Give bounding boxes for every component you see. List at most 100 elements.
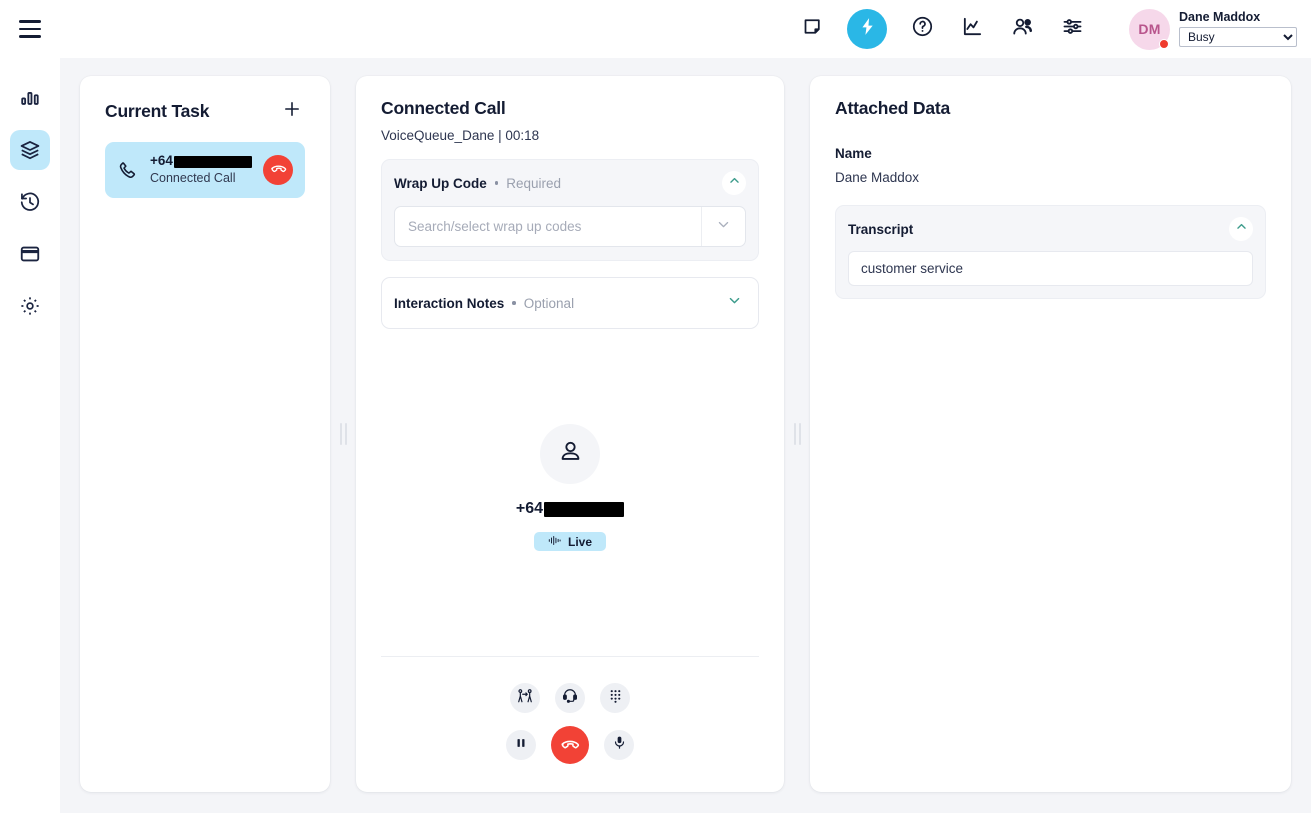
- call-controls-row-bottom: [506, 726, 634, 764]
- status-select[interactable]: BusyAvailableAwayOffline: [1179, 27, 1297, 48]
- wrap-up-code-section: Wrap Up Code Required: [381, 159, 759, 261]
- keypad-button[interactable]: [600, 683, 630, 713]
- separator-dot: [494, 181, 499, 185]
- add-task-button[interactable]: [279, 98, 305, 124]
- interaction-notes-header[interactable]: Interaction Notes Optional: [394, 291, 746, 315]
- lightning-bolt-icon: [857, 16, 878, 42]
- hamburger-menu-icon: [19, 20, 41, 38]
- microphone-icon: [612, 735, 627, 755]
- window-icon: [19, 243, 41, 265]
- contacts-button[interactable]: [1007, 14, 1037, 44]
- callee-phone-prefix: +64: [515, 500, 544, 517]
- end-call-button-large[interactable]: [551, 726, 589, 764]
- transfer-to-queue-button[interactable]: [555, 683, 585, 713]
- wrap-up-code-requirement: Required: [506, 175, 562, 191]
- live-label: Live: [567, 534, 592, 549]
- chevron-up-icon: [1235, 220, 1248, 238]
- people-icon: [1011, 15, 1034, 43]
- chevron-down-icon: [716, 217, 731, 237]
- attached-data-title: Attached Data: [835, 98, 951, 118]
- wrap-up-code-input[interactable]: [395, 207, 701, 246]
- hamburger-menu-button[interactable]: [0, 0, 60, 58]
- consult-transfer-button[interactable]: [510, 683, 540, 713]
- call-controls: [381, 683, 759, 770]
- interaction-notes-section[interactable]: Interaction Notes Optional: [381, 277, 759, 329]
- sidebar-item-history[interactable]: [10, 182, 50, 222]
- task-phone-number: +64: [150, 153, 252, 170]
- hold-button[interactable]: [506, 730, 536, 760]
- interaction-notes-expand-button[interactable]: [722, 291, 746, 315]
- waveform-icon: [548, 535, 561, 549]
- chevron-up-icon: [728, 174, 741, 192]
- clock-rewind-icon: [19, 191, 41, 213]
- top-bar: DM Dane Maddox BusyAvailableAwayOffline: [60, 0, 1311, 58]
- status-badge: Live: [533, 532, 606, 551]
- panel-resize-handle-right[interactable]: [784, 76, 810, 792]
- phone-hangup-icon: [560, 733, 580, 758]
- quick-actions-button[interactable]: [847, 9, 887, 49]
- phone-icon: [118, 160, 139, 181]
- callee-phone-number: +64: [515, 500, 625, 518]
- separator-dot: [512, 301, 516, 305]
- wrap-up-collapse-button[interactable]: [722, 171, 746, 195]
- task-subtitle: Connected Call: [150, 171, 236, 186]
- left-rail: [0, 0, 60, 813]
- sticky-note-icon: [802, 16, 823, 42]
- sidebar-item-workspace[interactable]: [10, 234, 50, 274]
- end-call-button[interactable]: [263, 155, 293, 185]
- sidebar-item-analytics[interactable]: [10, 78, 50, 118]
- layers-stack-icon: [19, 139, 41, 161]
- call-stage: +64 Live: [381, 329, 759, 656]
- divider: [381, 656, 759, 657]
- interaction-notes-label: Interaction Notes: [394, 295, 505, 311]
- wrap-up-code-label: Wrap Up Code: [394, 175, 487, 191]
- sliders-icon: [1061, 15, 1084, 43]
- pause-icon: [514, 736, 528, 755]
- top-bar-icons: DM Dane Maddox BusyAvailableAwayOffline: [797, 8, 1297, 50]
- call-panel-title: Connected Call: [381, 98, 506, 118]
- sidebar-item-settings[interactable]: [10, 286, 50, 326]
- attached-data-name-value: Dane Maddox: [835, 170, 920, 185]
- workspace: Current Task: [60, 58, 1311, 813]
- panel-resize-handle-left[interactable]: [330, 76, 356, 792]
- call-queue-and-timer: VoiceQueue_Dane | 00:18: [381, 128, 540, 143]
- transcript-collapse-button[interactable]: [1229, 217, 1253, 241]
- reports-button[interactable]: [957, 14, 987, 44]
- preferences-button[interactable]: [1057, 14, 1087, 44]
- resize-grip-icon: [339, 423, 347, 445]
- plus-icon: [282, 99, 302, 124]
- question-circle-icon: [911, 15, 934, 43]
- task-text: +64 Connected Call: [150, 153, 252, 186]
- rail-nav-list: [10, 78, 50, 326]
- call-controls-row-top: [510, 683, 630, 713]
- dialpad-icon: [608, 688, 623, 708]
- user-meta: Dane Maddox BusyAvailableAwayOffline: [1179, 10, 1297, 48]
- avatar-wrap[interactable]: DM: [1129, 8, 1170, 50]
- attached-data-name-label: Name: [835, 146, 872, 161]
- task-phone-prefix: +64: [150, 153, 173, 169]
- current-task-panel: Current Task: [80, 76, 330, 792]
- gear-icon: [19, 295, 41, 317]
- sidebar-item-tasks[interactable]: [10, 130, 50, 170]
- list-item[interactable]: +64 Connected Call: [105, 142, 305, 198]
- line-chart-icon: [961, 15, 984, 43]
- wrap-up-code-select[interactable]: [394, 206, 746, 247]
- phone-hangup-icon: [270, 159, 287, 181]
- connected-call-panel: Connected Call VoiceQueue_Dane | 00:18 W…: [356, 76, 784, 792]
- transcript-section: Transcript customer service: [835, 205, 1266, 299]
- transcript-text: customer service: [848, 251, 1253, 286]
- wrap-up-code-header[interactable]: Wrap Up Code Required: [394, 171, 746, 195]
- help-button[interactable]: [907, 14, 937, 44]
- transcript-header[interactable]: Transcript: [848, 217, 1253, 241]
- mute-button[interactable]: [604, 730, 634, 760]
- wrap-up-code-dropdown-button[interactable]: [701, 207, 745, 246]
- resize-grip-icon: [793, 423, 801, 445]
- interaction-notes-label-group: Interaction Notes Optional: [394, 296, 574, 311]
- callee-avatar: [540, 424, 600, 484]
- redaction-bar: [173, 155, 252, 168]
- person-icon: [557, 438, 584, 470]
- notes-button[interactable]: [797, 14, 827, 44]
- queue-transfer-icon: [562, 688, 578, 709]
- bar-chart-icon: [19, 87, 41, 109]
